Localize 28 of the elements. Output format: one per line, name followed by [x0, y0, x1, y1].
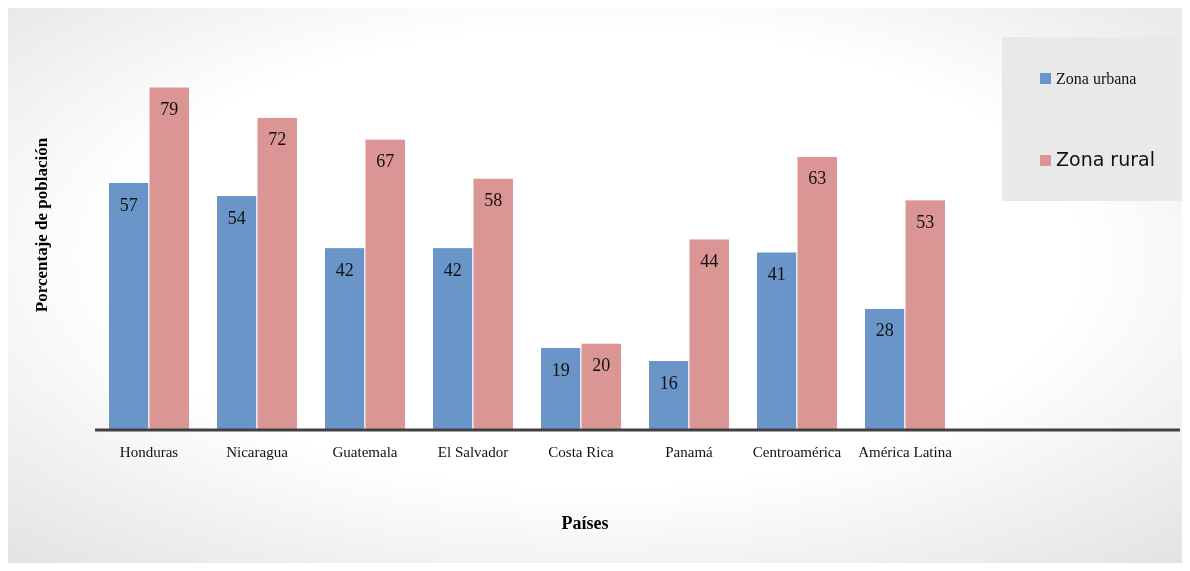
x-tick-label: Guatemala	[332, 444, 398, 460]
data-label: 41	[767, 263, 786, 284]
data-label: 57	[119, 194, 138, 215]
x-tick-label: Panamá	[665, 444, 714, 460]
data-label: 42	[335, 259, 354, 280]
legend-label: Zona urbana	[1056, 70, 1137, 87]
data-label: 58	[484, 190, 503, 211]
data-label: 16	[659, 372, 678, 393]
x-tick-label: Honduras	[119, 444, 179, 460]
x-tick-label: Costa Rica	[548, 444, 615, 460]
x-tick-label: Nicaragua	[226, 444, 289, 460]
data-label: 63	[808, 168, 827, 189]
x-tick-label: América Latina	[858, 444, 953, 460]
data-label: 54	[227, 207, 246, 228]
data-label: 20	[592, 355, 611, 376]
data-label: 53	[916, 211, 935, 232]
data-label: 67	[376, 151, 395, 172]
legend-label: Zona rural	[1056, 148, 1155, 170]
data-label: 72	[268, 129, 287, 150]
data-label: 44	[700, 250, 719, 271]
data-label: 42	[443, 259, 462, 280]
data-label: 79	[160, 99, 179, 119]
data-label: 28	[875, 320, 894, 341]
x-tick-label: El Salvador	[437, 444, 509, 460]
x-axis-title: Países	[561, 513, 609, 533]
data-label: 19	[551, 359, 570, 380]
y-axis-title: Porcentaje de población	[32, 137, 51, 313]
x-tick-label: Centroamérica	[752, 444, 842, 460]
